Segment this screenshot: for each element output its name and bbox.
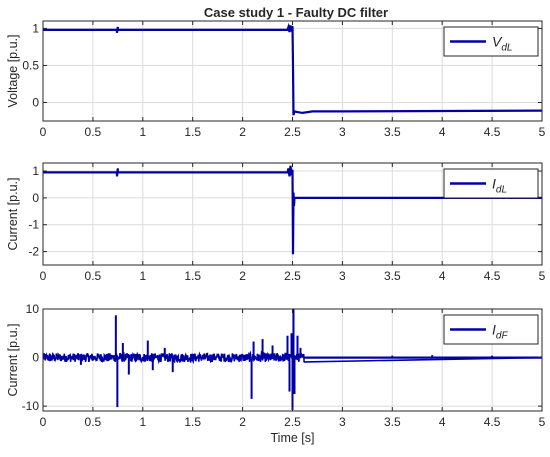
- x-tick-label: 1.5: [184, 415, 201, 429]
- x-tick-label: 1: [139, 269, 146, 283]
- series-line: [43, 165, 542, 255]
- legend: IdF: [443, 314, 539, 345]
- y-axis-label: Current [p.u.]: [6, 178, 20, 251]
- x-tick-label: 3: [339, 415, 346, 429]
- x-tick-label: 1: [139, 125, 146, 139]
- x-tick-label: 5: [539, 125, 546, 139]
- x-tick-label: 4: [439, 125, 446, 139]
- series-group: [43, 165, 542, 255]
- subplot-1: 0 0.5 1 1.5 2 2.5 3 3.5 4 4.5 5 0 0.5 1 Voltage [p.u.]…: [6, 20, 546, 139]
- x-tick-label: 2.5: [284, 269, 301, 283]
- x-tick-label: 5: [539, 415, 546, 429]
- legend: IdL: [443, 168, 539, 199]
- x-tick-label: 1.5: [184, 125, 201, 139]
- x-tick-label: 4.5: [484, 415, 501, 429]
- x-tick-label: 3: [339, 125, 346, 139]
- series-line: [43, 350, 542, 365]
- subplot-2: 0 0.5 1 1.5 2 2.5 3 3.5 4 4.5 5 -2 -1 0 1 Current [p.u.…: [6, 162, 546, 283]
- x-axis-label: Time [s]: [271, 431, 315, 445]
- y-axis-label: Current [p.u.]: [6, 324, 20, 397]
- x-tick-label: 0: [40, 415, 47, 429]
- x-tick-label: 2: [239, 125, 246, 139]
- legend: VdL: [443, 26, 539, 57]
- y-axis-label: Voltage [p.u.]: [6, 35, 20, 108]
- x-tick-label: 0.5: [85, 415, 102, 429]
- x-tick-label: 0: [40, 269, 47, 283]
- x-tick-label: 2.5: [284, 125, 301, 139]
- x-tick-label: 4.5: [484, 125, 501, 139]
- x-tick-label: 2: [239, 415, 246, 429]
- x-tick-label: 0: [40, 125, 47, 139]
- series-group: [43, 22, 542, 116]
- x-tick-label: 0.5: [85, 125, 102, 139]
- x-tick-label: 1: [139, 415, 146, 429]
- series-group: [43, 309, 542, 411]
- x-tick-label: 0.5: [85, 269, 102, 283]
- y-tick-label: -10: [22, 399, 40, 413]
- legend-label: VdL: [492, 34, 512, 54]
- legend-label: IdL: [492, 176, 507, 196]
- x-tick-label: 1.5: [184, 269, 201, 283]
- legend-label: IdF: [492, 322, 508, 342]
- y-tick-label: 0: [32, 191, 39, 205]
- x-tick-label: 3.5: [384, 269, 401, 283]
- y-tick-label: -1: [28, 218, 39, 232]
- x-tick-label: 3.5: [384, 415, 401, 429]
- x-tick-label: 5: [539, 269, 546, 283]
- x-tick-label: 3: [339, 269, 346, 283]
- y-tick-label: 10: [26, 302, 40, 316]
- y-tick-label: 1: [32, 164, 39, 178]
- x-tick-label: 2: [239, 269, 246, 283]
- y-tick-label: 0: [32, 95, 39, 109]
- y-tick-label: 0.5: [22, 58, 39, 72]
- x-tick-label: 2.5: [284, 415, 301, 429]
- series-line: [43, 22, 542, 116]
- x-tick-label: 3.5: [384, 125, 401, 139]
- y-tick-label: 0: [32, 351, 39, 365]
- x-tick-label: 4.5: [484, 269, 501, 283]
- x-tick-label: 4: [439, 269, 446, 283]
- y-tick-label: 1: [32, 21, 39, 35]
- y-tick-label: -2: [28, 245, 39, 259]
- chart-title: Case study 1 - Faulty DC filter: [204, 5, 388, 20]
- x-tick-label: 4: [439, 415, 446, 429]
